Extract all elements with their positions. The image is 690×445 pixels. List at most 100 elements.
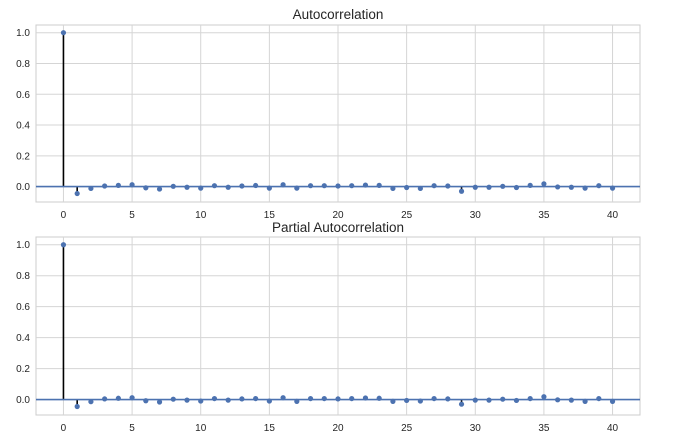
- pacf-point: [88, 399, 94, 405]
- pacf-point: [349, 395, 355, 402]
- acf-point: [211, 183, 218, 189]
- pacf-x-tick-label: 30: [470, 423, 482, 434]
- pacf-point: [390, 398, 396, 404]
- acf-point: [541, 181, 547, 187]
- acf-y-tick-label: 0.4: [16, 121, 30, 132]
- acf-point: [88, 185, 94, 192]
- acf-point: [472, 184, 478, 190]
- pacf-x-tick-label: 40: [607, 423, 619, 434]
- acf-point: [102, 183, 108, 189]
- pacf-y-tick-label: 1.0: [16, 240, 30, 251]
- acf-point: [294, 185, 300, 191]
- pacf-point: [307, 395, 314, 402]
- pacf-point: [225, 397, 231, 403]
- acf-point: [582, 185, 588, 191]
- acf-point: [170, 183, 176, 189]
- pacf-point: [404, 397, 410, 404]
- pacf-point: [596, 395, 602, 402]
- pacf-x-tick-label: 0: [61, 423, 67, 434]
- pacf-x-tick-label: 5: [129, 423, 135, 434]
- acf-point: [225, 184, 231, 190]
- pacf-x-tick-label: 15: [264, 423, 276, 434]
- pacf-point: [239, 396, 245, 402]
- acf-point: [609, 185, 616, 191]
- acf-point: [74, 190, 80, 197]
- acf-point: [143, 185, 149, 191]
- pacf-x-tick-label: 25: [401, 423, 413, 434]
- pacf-point: [445, 396, 451, 402]
- pacf-x-tick-label: 10: [195, 423, 207, 434]
- pacf-point: [102, 396, 108, 402]
- pacf-y-tick-label: 0.2: [16, 364, 30, 375]
- pacf-point: [582, 398, 588, 404]
- pacf-point: [156, 399, 163, 405]
- pacf-point: [321, 395, 327, 402]
- acf-point: [335, 183, 341, 189]
- pacf-point: [417, 398, 423, 404]
- acf-point: [321, 183, 327, 189]
- acf-point: [555, 184, 561, 190]
- acf-y-tick-label: 0.0: [16, 182, 30, 193]
- acf-x-tick-label: 40: [607, 210, 619, 221]
- acf-x-tick-label: 10: [195, 210, 207, 221]
- pacf-point: [143, 398, 149, 404]
- pacf-point: [362, 395, 369, 401]
- pacf-point: [486, 397, 492, 403]
- acf-y-tick-label: 0.6: [16, 90, 30, 101]
- acf-point: [568, 184, 574, 190]
- acf-panel: Autocorrelation 0 5 10 15 20 25 30 35 40 0.0 0.2 0.4…: [16, 7, 641, 221]
- acf-point: [417, 185, 423, 192]
- pacf-title: Partial Autocorrelation: [272, 220, 404, 235]
- acf-y-tick-label: 0.2: [16, 151, 30, 162]
- acf-point: [266, 185, 272, 191]
- acf-point: [376, 182, 382, 188]
- pacf-point: [376, 395, 382, 401]
- acf-point: [115, 182, 121, 188]
- acf-point: [390, 185, 396, 192]
- pacf-point: [74, 403, 80, 410]
- acf-x-tick-label: 15: [264, 210, 276, 221]
- pacf-point: [568, 397, 574, 403]
- pacf-point: [184, 397, 190, 403]
- acf-point: [129, 182, 135, 188]
- acf-title: Autocorrelation: [293, 7, 384, 22]
- acf-point: [349, 183, 355, 189]
- acf-point: [596, 183, 602, 189]
- acf-y-tick-label: 1.0: [16, 28, 30, 39]
- acf-point: [527, 182, 533, 188]
- acf-point: [404, 184, 410, 191]
- acf-point: [458, 188, 465, 194]
- acf-point: [156, 186, 163, 192]
- pacf-point: [513, 397, 520, 404]
- acf-point: [445, 183, 451, 189]
- pacf-point: [335, 396, 341, 402]
- pacf-panel: Partial Autocorrelation 0 5 10 15 20 25 30 35 40 0…: [16, 220, 641, 434]
- acf-point: [60, 30, 67, 36]
- acf-point: [362, 182, 369, 188]
- pacf-point: [294, 398, 300, 404]
- pacf-point: [431, 395, 437, 402]
- pacf-x-tick-label: 20: [332, 423, 344, 434]
- pacf-point: [253, 395, 259, 402]
- pacf-point: [527, 395, 533, 402]
- acf-point: [280, 182, 286, 188]
- acf-point: [307, 183, 314, 189]
- acf-x-tick-label: 30: [470, 210, 482, 221]
- acf-point: [198, 185, 204, 191]
- acf-point: [253, 182, 259, 189]
- acf-x-tick-label: 0: [61, 210, 67, 221]
- pacf-x-tick-label: 35: [538, 423, 550, 434]
- pacf-y-tick-label: 0.8: [16, 271, 30, 282]
- pacf-point: [266, 398, 272, 404]
- acf-point: [239, 183, 245, 189]
- pacf-y-tick-label: 0.4: [16, 333, 30, 344]
- acf-point: [486, 184, 492, 190]
- acf-x-tick-label: 25: [401, 210, 413, 221]
- pacf-point: [472, 397, 478, 403]
- pacf-point: [198, 398, 204, 404]
- acf-x-tick-label: 5: [129, 210, 135, 221]
- pacf-point: [211, 395, 218, 402]
- pacf-point: [458, 401, 465, 407]
- acf-point: [184, 184, 190, 190]
